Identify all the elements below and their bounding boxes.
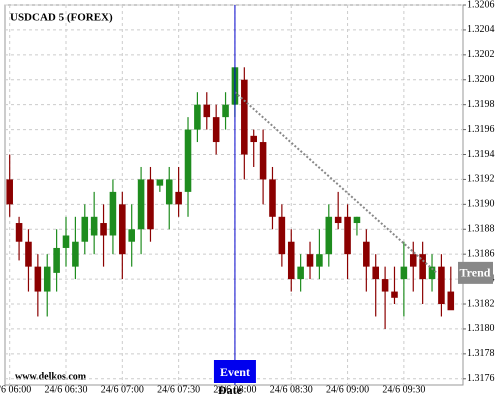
candle-body: [372, 266, 380, 280]
candle-body: [250, 135, 257, 143]
trend-line: [234, 91, 438, 274]
y-tick-label: 1.3192: [467, 174, 495, 185]
y-tick-label: 1.3202: [467, 49, 495, 60]
candle-body: [212, 117, 220, 143]
y-tick-label: 1.3188: [467, 224, 495, 235]
candle-body: [165, 179, 173, 205]
x-axis-label: Date: [218, 383, 243, 397]
chart-title: USDCAD 5 (FOREX): [10, 12, 113, 24]
candle-body: [269, 179, 276, 217]
x-tick-label: 24/6 06:30: [44, 384, 87, 395]
candle-body: [147, 179, 154, 230]
candle-body: [334, 216, 342, 224]
candle-body: [203, 104, 211, 118]
candle-body: [428, 266, 436, 280]
candle-body: [128, 229, 135, 242]
candle-body: [137, 179, 145, 230]
x-tick-label: 24/6 07:00: [101, 384, 144, 395]
y-tick-label: 1.3204: [467, 24, 495, 35]
candle-body: [381, 279, 389, 292]
y-tick-label: 1.3194: [467, 149, 495, 160]
candle-body: [119, 204, 126, 255]
x-tick-label: 24/6 08:30: [270, 384, 313, 395]
candle-body: [438, 266, 445, 305]
y-tick-label: 1.3176: [467, 373, 495, 384]
plot-area: [4, 4, 464, 386]
y-tick-label: 1.3190: [467, 199, 495, 210]
candle-body: [391, 291, 398, 298]
candle-body: [278, 216, 286, 255]
candle-body: [15, 223, 23, 242]
y-tick-label: 1.3182: [467, 298, 495, 309]
candle-body: [409, 254, 417, 267]
candle-body: [43, 266, 51, 292]
watermark: www.delkos.com: [15, 371, 87, 382]
candle-body: [184, 129, 192, 192]
candle-body: [72, 241, 79, 267]
x-tick-label: 24/6 09:00: [326, 384, 369, 395]
candle-body: [175, 191, 182, 205]
candle-body: [6, 179, 13, 205]
candle-body: [363, 241, 370, 267]
x-tick-label: 24/6 09:30: [382, 384, 425, 395]
y-tick-label: 1.3186: [467, 248, 495, 259]
x-tick-label: 24/6 07:30: [157, 384, 200, 395]
candle-body: [316, 254, 323, 267]
event-label: Event: [220, 365, 250, 379]
y-tick-label: 1.3196: [467, 124, 495, 135]
x-tick-label: 24/6 06:00: [0, 384, 31, 395]
candle-body: [297, 266, 304, 280]
candle-body: [194, 104, 201, 130]
y-tick-label: 1.3200: [467, 74, 495, 85]
candle-body: [81, 216, 89, 242]
candle-body: [34, 266, 42, 292]
candle-body: [353, 216, 361, 224]
candle-body: [222, 104, 229, 118]
candle-body: [259, 142, 267, 180]
candle-body: [287, 241, 295, 280]
candle-body: [62, 235, 70, 248]
candle-body: [241, 79, 248, 155]
y-tick-label: 1.3198: [467, 99, 495, 110]
y-tick-label: 1.3178: [467, 348, 495, 359]
event-label-box: [213, 360, 256, 383]
candle-body: [100, 223, 107, 236]
candle-body: [400, 266, 408, 280]
candle-body: [447, 291, 455, 311]
candle-body: [109, 191, 117, 236]
x-tick-label: 24/6 08:00: [213, 384, 256, 395]
y-tick-label: 1.3206: [467, 0, 495, 10]
y-tick-label: 1.3180: [467, 323, 495, 334]
trend-label-box: [458, 261, 493, 284]
candle-body: [25, 241, 32, 267]
candle-body: [90, 216, 98, 236]
candle-body: [156, 179, 164, 186]
candle-body: [53, 247, 60, 273]
trend-label: Trend: [460, 266, 491, 280]
candle-body: [419, 254, 426, 280]
candle-body: [306, 254, 314, 267]
candle-body: [325, 216, 333, 255]
candle-body: [344, 216, 351, 255]
